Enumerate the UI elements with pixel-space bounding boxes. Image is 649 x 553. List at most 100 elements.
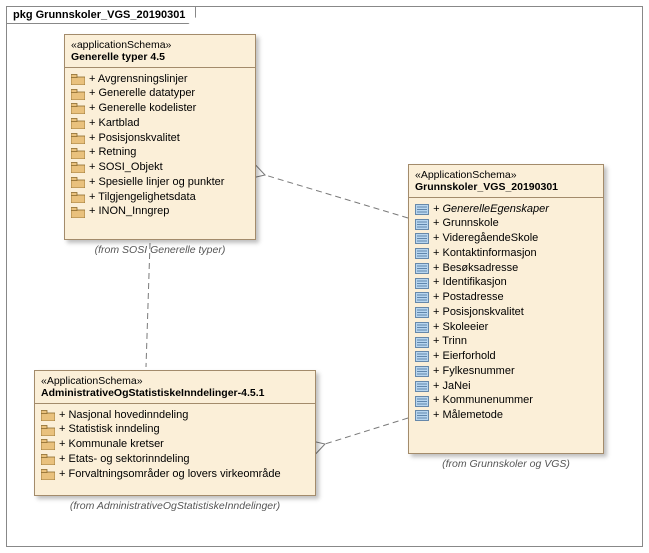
class-item: + Grunnskole bbox=[413, 217, 599, 232]
class-item: + Avgrensningslinjer bbox=[69, 72, 251, 87]
class-item: + Etats- og sektorinndeling bbox=[39, 452, 311, 467]
folder-icon bbox=[71, 118, 85, 129]
class-item: + Spesielle linjer og punkter bbox=[69, 175, 251, 190]
item-label: + VideregåendeSkole bbox=[433, 232, 538, 246]
folder-icon bbox=[41, 469, 55, 480]
class-item: + Statistisk inndeling bbox=[39, 423, 311, 438]
class-item: + Forvaltningsområder og lovers virkeomr… bbox=[39, 467, 311, 482]
item-label: + Etats- og sektorinndeling bbox=[59, 453, 190, 467]
class-item: + Skoleeier bbox=[413, 320, 599, 335]
class-header: «ApplicationSchema»AdministrativeOgStati… bbox=[35, 371, 315, 404]
item-label: + Målemetode bbox=[433, 409, 503, 423]
class-header: «ApplicationSchema»Grunnskoler_VGS_20190… bbox=[409, 165, 603, 198]
folder-icon bbox=[71, 89, 85, 100]
class-item: + GenerelleEgenskaper bbox=[413, 202, 599, 217]
class-item: + Generelle datatyper bbox=[69, 87, 251, 102]
class-header: «applicationSchema»Generelle typer 4.5 bbox=[65, 35, 255, 68]
class-item: + Nasjonal hovedinndeling bbox=[39, 408, 311, 423]
folder-icon bbox=[41, 410, 55, 421]
class-grunnskoler: «ApplicationSchema»Grunnskoler_VGS_20190… bbox=[408, 164, 604, 454]
item-label: + Tilgjengelighetsdata bbox=[89, 191, 196, 205]
item-label: + Grunnskole bbox=[433, 217, 499, 231]
class-item: + Identifikasjon bbox=[413, 276, 599, 291]
element-icon bbox=[415, 278, 429, 289]
item-label: + Generelle datatyper bbox=[89, 87, 195, 101]
class-item: + SOSI_Objekt bbox=[69, 161, 251, 176]
item-label: + GenerelleEgenskaper bbox=[433, 203, 549, 217]
class-item: + Besøksadresse bbox=[413, 261, 599, 276]
element-icon bbox=[415, 396, 429, 407]
element-icon bbox=[415, 381, 429, 392]
folder-icon bbox=[71, 133, 85, 144]
item-label: + Eierforhold bbox=[433, 350, 496, 364]
folder-icon bbox=[71, 162, 85, 173]
from-note: (from AdministrativeOgStatistiskeInndeli… bbox=[34, 500, 316, 512]
element-icon bbox=[415, 263, 429, 274]
item-label: + Kartblad bbox=[89, 117, 139, 131]
class-admin: «ApplicationSchema»AdministrativeOgStati… bbox=[34, 370, 316, 496]
class-item: + Målemetode bbox=[413, 409, 599, 424]
class-item: + Kommunale kretser bbox=[39, 438, 311, 453]
item-label: + Avgrensningslinjer bbox=[89, 73, 188, 87]
class-name: AdministrativeOgStatistiskeInndelinger-4… bbox=[41, 387, 264, 399]
item-label: + Skoleeier bbox=[433, 321, 488, 335]
class-item: + Eierforhold bbox=[413, 350, 599, 365]
folder-icon bbox=[71, 192, 85, 203]
from-note: (from Grunnskoler og VGS) bbox=[408, 458, 604, 470]
stereotype: «ApplicationSchema» bbox=[415, 169, 597, 181]
folder-icon bbox=[71, 74, 85, 85]
class-item: + Kontaktinformasjon bbox=[413, 246, 599, 261]
folder-icon bbox=[41, 454, 55, 465]
class-body: + GenerelleEgenskaper+ Grunnskole+ Vider… bbox=[409, 198, 603, 427]
class-generelle: «applicationSchema»Generelle typer 4.5 + … bbox=[64, 34, 256, 240]
folder-icon bbox=[71, 148, 85, 159]
item-label: + Nasjonal hovedinndeling bbox=[59, 409, 188, 423]
element-icon bbox=[415, 292, 429, 303]
item-label: + SOSI_Objekt bbox=[89, 161, 163, 175]
item-label: + Fylkesnummer bbox=[433, 365, 515, 379]
item-label: + Identifikasjon bbox=[433, 276, 507, 290]
stereotype: «ApplicationSchema» bbox=[41, 375, 309, 387]
class-item: + Posisjonskvalitet bbox=[69, 131, 251, 146]
stereotype: «applicationSchema» bbox=[71, 39, 249, 51]
class-item: + Fylkesnummer bbox=[413, 364, 599, 379]
item-label: + Retning bbox=[89, 146, 136, 160]
folder-icon bbox=[71, 103, 85, 114]
class-item: + Trinn bbox=[413, 335, 599, 350]
class-name: Grunnskoler_VGS_20190301 bbox=[415, 181, 558, 193]
class-item: + JaNei bbox=[413, 379, 599, 394]
class-item: + Kartblad bbox=[69, 116, 251, 131]
class-item: + INON_Inngrep bbox=[69, 205, 251, 220]
item-label: + Forvaltningsområder og lovers virkeomr… bbox=[59, 468, 281, 482]
item-label: + Statistisk inndeling bbox=[59, 423, 160, 437]
element-icon bbox=[415, 248, 429, 259]
item-label: + Trinn bbox=[433, 335, 467, 349]
element-icon bbox=[415, 233, 429, 244]
item-label: + Kommunale kretser bbox=[59, 438, 164, 452]
class-name: Generelle typer 4.5 bbox=[71, 51, 165, 63]
element-icon bbox=[415, 307, 429, 318]
class-item: + Posisjonskvalitet bbox=[413, 305, 599, 320]
class-item: + Retning bbox=[69, 146, 251, 161]
element-icon bbox=[415, 366, 429, 377]
element-icon bbox=[415, 204, 429, 215]
element-icon bbox=[415, 351, 429, 362]
class-body: + Nasjonal hovedinndeling+ Statistisk in… bbox=[35, 404, 315, 486]
item-label: + Spesielle linjer og punkter bbox=[89, 176, 224, 190]
item-label: + Kommunenummer bbox=[433, 394, 533, 408]
item-label: + Posisjonskvalitet bbox=[89, 132, 180, 146]
frame-title-text: pkg Grunnskoler_VGS_20190301 bbox=[13, 9, 185, 21]
class-item: + Tilgjengelighetsdata bbox=[69, 190, 251, 205]
item-label: + Generelle kodelister bbox=[89, 102, 196, 116]
item-label: + INON_Inngrep bbox=[89, 205, 169, 219]
class-item: + Generelle kodelister bbox=[69, 102, 251, 117]
item-label: + Postadresse bbox=[433, 291, 504, 305]
item-label: + Besøksadresse bbox=[433, 262, 518, 276]
folder-icon bbox=[71, 207, 85, 218]
item-label: + Posisjonskvalitet bbox=[433, 306, 524, 320]
folder-icon bbox=[41, 425, 55, 436]
element-icon bbox=[415, 410, 429, 421]
from-note: (from SOSI Generelle typer) bbox=[64, 244, 256, 256]
element-icon bbox=[415, 219, 429, 230]
folder-icon bbox=[71, 177, 85, 188]
